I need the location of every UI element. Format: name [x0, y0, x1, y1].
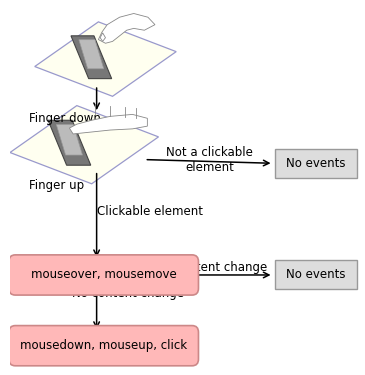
Polygon shape	[69, 114, 147, 134]
Polygon shape	[71, 36, 112, 79]
Polygon shape	[35, 22, 176, 96]
Text: mousedown, mouseup, click: mousedown, mouseup, click	[20, 339, 187, 352]
Text: No content change: No content change	[72, 287, 184, 300]
Text: mouseover, mousemove: mouseover, mousemove	[31, 268, 177, 282]
Text: No events: No events	[286, 268, 346, 282]
FancyBboxPatch shape	[9, 255, 199, 295]
Text: Not a clickable
element: Not a clickable element	[166, 146, 253, 174]
Text: Finger up: Finger up	[30, 179, 85, 192]
Polygon shape	[79, 40, 104, 69]
Polygon shape	[10, 106, 158, 184]
Text: Content change: Content change	[173, 261, 268, 274]
Text: No events: No events	[286, 157, 346, 170]
Polygon shape	[56, 124, 82, 155]
Polygon shape	[48, 120, 91, 165]
FancyBboxPatch shape	[275, 149, 357, 178]
FancyBboxPatch shape	[9, 326, 199, 366]
Polygon shape	[100, 33, 105, 41]
FancyBboxPatch shape	[275, 261, 357, 290]
Polygon shape	[99, 13, 155, 43]
Text: Clickable element: Clickable element	[97, 205, 203, 218]
Text: Finger down: Finger down	[30, 112, 101, 125]
